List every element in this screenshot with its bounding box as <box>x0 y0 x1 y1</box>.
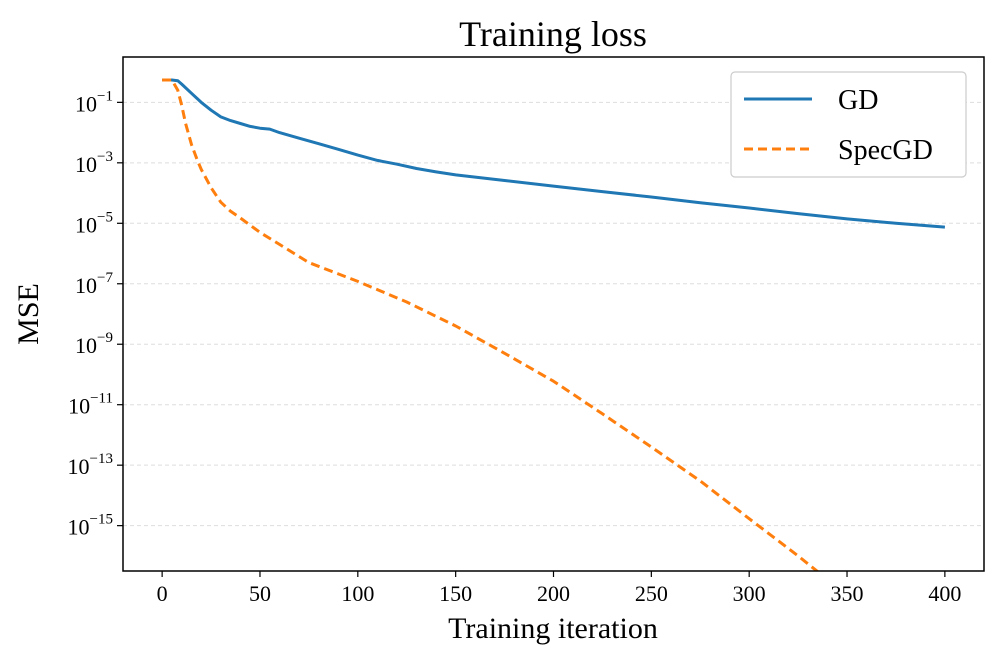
series-line-gd <box>162 78 946 229</box>
y-tick-exponent: −15 <box>90 512 113 528</box>
y-tick-label: 10−3 <box>75 149 113 177</box>
y-tick-label: 10−13 <box>68 451 113 479</box>
y-tick-base: 10 <box>68 515 90 540</box>
y-tick-base: 10 <box>68 394 90 419</box>
y-tick-base: 10 <box>75 91 97 116</box>
legend: GD SpecGD <box>730 71 967 178</box>
x-axis-ticks: 0 50 100 150 200 250 300 350 400 <box>157 571 961 606</box>
grid-lines <box>123 101 984 527</box>
x-tick-label: 50 <box>249 581 271 606</box>
series-line-specgd <box>162 78 820 571</box>
y-tick-exponent: −1 <box>97 88 113 104</box>
y-axis-label: MSE <box>12 283 45 345</box>
x-tick-label: 100 <box>341 581 374 606</box>
y-tick-base: 10 <box>75 333 97 358</box>
series-layer <box>162 78 946 571</box>
x-tick-label: 300 <box>733 581 766 606</box>
y-tick-exponent: −11 <box>90 391 113 407</box>
y-tick-label: 10−1 <box>75 88 113 116</box>
x-axis-label: Training iteration <box>448 612 658 645</box>
y-tick-label: 10−5 <box>75 209 113 237</box>
y-tick-label: 10−11 <box>68 391 113 419</box>
y-tick-base: 10 <box>75 212 97 237</box>
y-tick-label: 10−9 <box>75 330 113 358</box>
x-tick-label: 150 <box>439 581 472 606</box>
x-tick-label: 200 <box>537 581 570 606</box>
chart-title: Training loss <box>459 14 647 54</box>
x-tick-label: 0 <box>157 581 168 606</box>
y-tick-label: 10−15 <box>68 512 113 540</box>
y-tick-exponent: −3 <box>97 149 113 165</box>
x-tick-label: 350 <box>831 581 864 606</box>
y-tick-base: 10 <box>75 273 97 298</box>
x-tick-label: 250 <box>635 581 668 606</box>
legend-label-specgd: SpecGD <box>838 135 933 166</box>
y-tick-label: 10−7 <box>75 270 113 298</box>
legend-label-gd: GD <box>838 85 878 116</box>
x-tick-label: 400 <box>928 581 961 606</box>
y-tick-exponent: −7 <box>97 270 113 286</box>
y-tick-exponent: −5 <box>97 209 113 225</box>
y-tick-exponent: −13 <box>90 451 113 467</box>
y-tick-base: 10 <box>75 152 97 177</box>
y-tick-base: 10 <box>68 454 90 479</box>
y-tick-exponent: −9 <box>97 330 113 346</box>
